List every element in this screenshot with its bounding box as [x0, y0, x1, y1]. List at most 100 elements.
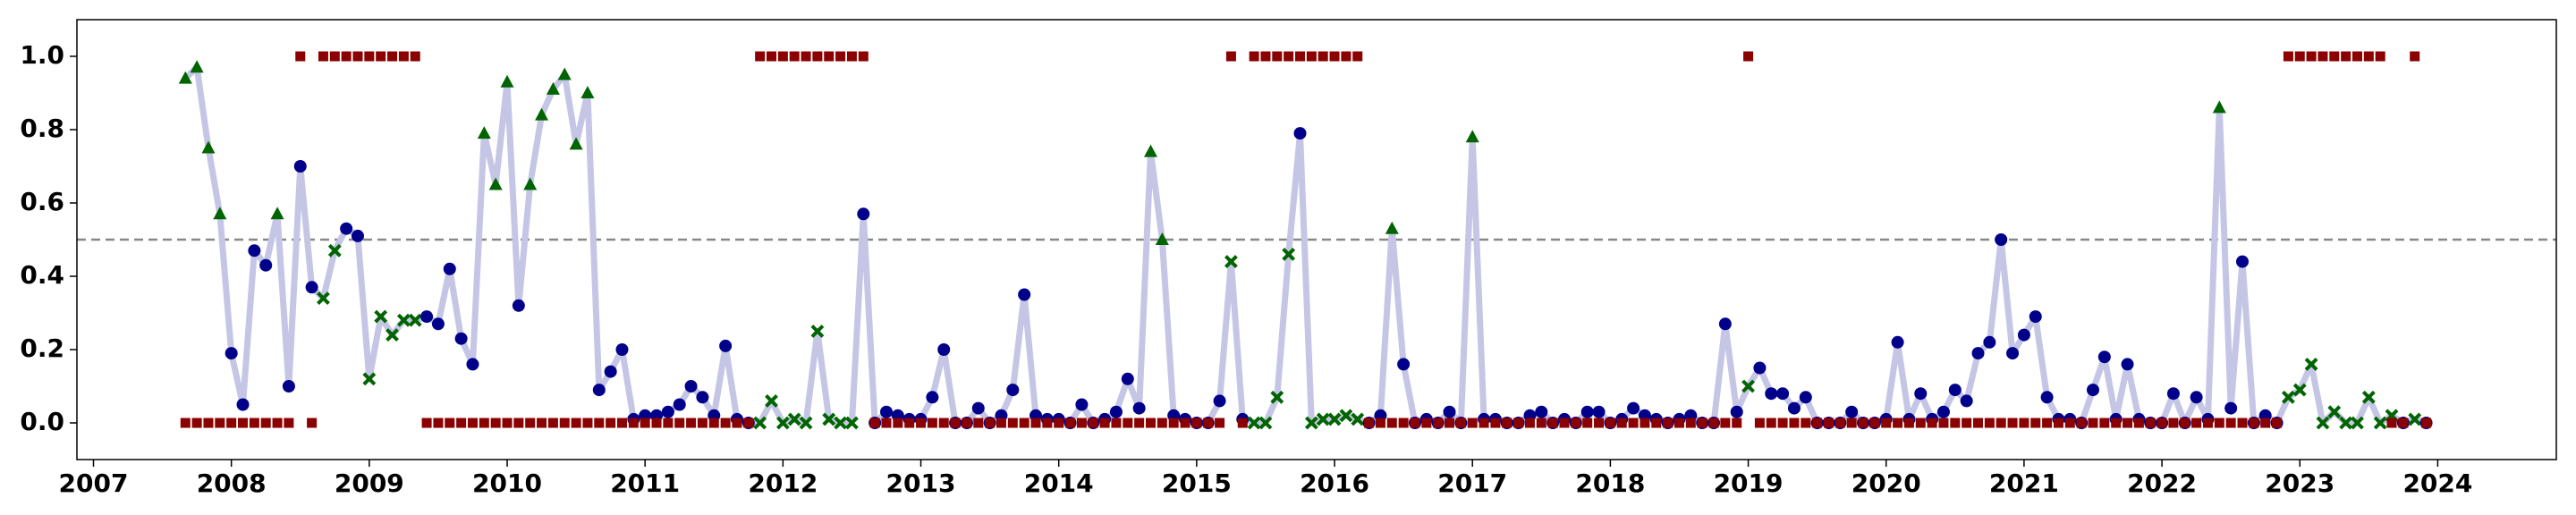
square-marker: [2133, 418, 2144, 428]
square-marker: [2294, 51, 2305, 62]
square-marker: [1766, 418, 1776, 428]
circle-marker: [1443, 405, 1456, 418]
circle-marker: [1983, 335, 1996, 349]
square-marker: [1445, 418, 1455, 428]
square-marker: [215, 418, 225, 428]
square-marker: [1571, 418, 1581, 428]
square-marker: [1479, 418, 1489, 428]
circle-marker: [2121, 358, 2134, 371]
circle-marker: [454, 332, 468, 345]
square-marker: [858, 51, 869, 62]
circle-marker: [696, 391, 709, 404]
square-marker: [893, 418, 903, 428]
x-tick-label: 2013: [886, 469, 956, 498]
square-marker: [663, 418, 674, 428]
x-tick-label: 2015: [1162, 469, 1232, 498]
square-marker: [249, 418, 259, 428]
square-marker: [2168, 418, 2179, 428]
x-marker: [362, 372, 377, 386]
square-marker: [1559, 418, 1570, 428]
circle-marker: [1018, 288, 1031, 301]
square-marker: [1168, 418, 1179, 428]
square-marker: [996, 418, 1006, 428]
circle-marker: [1132, 401, 1146, 415]
square-marker: [2191, 418, 2202, 428]
square-marker: [1685, 418, 1696, 428]
square-marker: [1754, 418, 1765, 428]
square-marker: [1938, 418, 1949, 428]
triangle-marker: [1465, 130, 1479, 143]
square-marker: [1375, 418, 1385, 428]
circle-marker: [1914, 387, 1928, 401]
square-marker: [2030, 418, 2041, 428]
square-marker: [2329, 51, 2340, 62]
square-marker: [1455, 418, 1466, 428]
square-marker: [801, 51, 811, 62]
square-marker: [2341, 51, 2351, 62]
square-marker: [846, 51, 857, 62]
square-marker: [2053, 418, 2063, 428]
square-marker: [812, 51, 823, 62]
x-marker: [386, 328, 399, 342]
square-marker: [318, 51, 328, 62]
circle-marker: [1627, 401, 1640, 415]
triangle-marker: [1143, 144, 1157, 157]
square-marker: [755, 51, 766, 62]
circle-marker: [1845, 405, 1859, 418]
square-marker: [1973, 418, 1984, 428]
square-marker: [2007, 418, 2018, 428]
circle-marker: [2029, 310, 2042, 324]
square-marker: [1962, 418, 1972, 428]
square-marker: [1203, 418, 1214, 428]
square-marker: [1697, 418, 1707, 428]
circle-marker: [1213, 394, 1226, 408]
square-marker: [295, 51, 306, 62]
square-marker: [2283, 51, 2293, 62]
square-marker: [2157, 418, 2167, 428]
circle-marker: [1397, 358, 1411, 371]
square-marker: [1007, 418, 1018, 428]
square-marker: [1903, 418, 1914, 428]
square-marker: [2351, 51, 2362, 62]
square-marker: [525, 418, 536, 428]
square-marker: [835, 51, 846, 62]
circle-marker: [673, 398, 686, 411]
square-marker: [824, 51, 835, 62]
square-marker: [2111, 418, 2122, 428]
x-marker: [2373, 416, 2387, 430]
x-marker: [1304, 416, 1318, 430]
x-marker: [1741, 379, 1755, 393]
circle-marker: [1006, 384, 1020, 397]
x-marker: [1224, 255, 1238, 269]
square-marker: [272, 418, 283, 428]
square-marker: [582, 418, 593, 428]
circle-marker: [1787, 401, 1801, 415]
square-marker: [1651, 418, 1662, 428]
square-marker: [1869, 418, 1880, 428]
circle-marker: [236, 398, 250, 411]
square-marker: [180, 418, 191, 428]
square-marker: [1547, 418, 1558, 428]
circle-marker: [2006, 347, 2020, 360]
circle-marker: [225, 347, 238, 360]
square-marker: [456, 418, 467, 428]
circle-marker: [420, 310, 434, 324]
square-marker: [628, 418, 639, 428]
square-marker: [594, 418, 605, 428]
x-marker: [2316, 416, 2330, 430]
x-tick-label: 2016: [1300, 469, 1369, 498]
square-marker: [1054, 418, 1064, 428]
square-marker: [2398, 418, 2409, 428]
circle-marker: [351, 229, 364, 242]
square-marker: [1720, 418, 1731, 428]
square-marker: [1433, 418, 1444, 428]
square-marker: [1364, 418, 1375, 428]
square-marker: [1927, 418, 1937, 428]
y-tick-label: 0.4: [20, 260, 64, 290]
x-marker: [2339, 416, 2353, 430]
square-marker: [1502, 418, 1513, 428]
circle-marker: [1891, 335, 1904, 349]
square-marker: [1582, 418, 1593, 428]
x-tick-label: 2017: [1437, 469, 1507, 498]
circle-marker: [293, 160, 307, 173]
